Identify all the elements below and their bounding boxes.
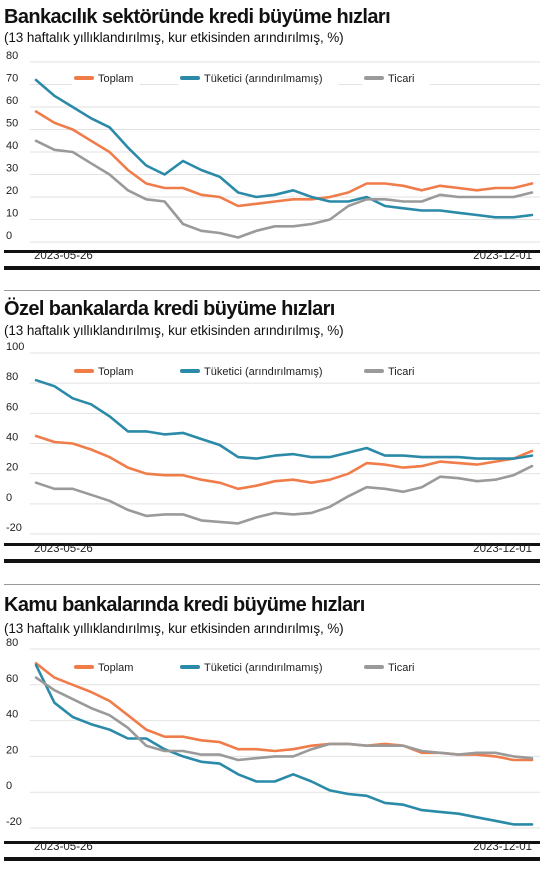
legend-label: Ticari (388, 366, 414, 378)
line-chart: -20 0 20 40 60 80 Toplam Tüketici (arındırılmam… (4, 584, 540, 861)
chart-subtitle: (13 haftalık yıllıklandırılmış, kur etki… (4, 323, 344, 338)
x-start-label: 2023-05-26 (34, 543, 93, 555)
axis-rule-bottom (4, 266, 540, 270)
series-line (34, 139, 534, 239)
x-start-label: 2023-05-26 (34, 841, 93, 853)
legend-label: Ticari (388, 73, 414, 85)
y-tick-label: 60 (6, 673, 18, 685)
y-tick-label: 80 (6, 371, 18, 383)
legend-background (178, 363, 338, 378)
y-tick-label: 20 (6, 462, 18, 474)
x-end-label: 2023-12-01 (473, 841, 532, 853)
chart-panel-2: Özel bankalarda kredi büyüme hızları (13… (0, 290, 545, 575)
series-line (34, 110, 534, 208)
series-line (34, 434, 534, 491)
x-end-label: 2023-12-01 (473, 250, 532, 262)
y-tick-label: 60 (6, 401, 18, 413)
axis-rule-bottom (4, 857, 540, 861)
chart-title: Kamu bankalarında kredi büyüme hızları (4, 594, 365, 616)
y-tick-label: 40 (6, 140, 18, 152)
y-tick-label: 80 (6, 637, 18, 649)
legend-label: Tüketici (arındırılmamış) (204, 662, 323, 674)
y-tick-label: 60 (6, 95, 18, 107)
y-tick-label: 100 (6, 341, 24, 353)
line-chart: -20 0 20 40 60 80 100 Toplam Tüketici (arındırıl… (4, 290, 540, 563)
chart-panel-3: Kamu bankalarında kredi büyüme hızları (… (0, 584, 545, 870)
legend-background (72, 363, 140, 378)
series-line (34, 662, 534, 762)
series-line (34, 78, 534, 219)
y-tick-label: 0 (6, 780, 12, 792)
axis-rule-bottom (4, 559, 540, 563)
series-line (34, 676, 534, 762)
chart-subtitle: (13 haftalık yıllıklandırılmış, kur etki… (4, 30, 344, 45)
legend-background (178, 70, 338, 85)
y-tick-label: 0 (6, 230, 12, 242)
y-tick-label: -20 (6, 522, 22, 534)
y-tick-label: 20 (6, 185, 18, 197)
chart-title: Özel bankalarda kredi büyüme hızları (4, 298, 335, 320)
y-tick-label: -20 (6, 816, 22, 828)
x-start-label: 2023-05-26 (34, 250, 93, 262)
legend-label: Ticari (388, 662, 414, 674)
axis-rule-top (4, 841, 540, 844)
series-line (34, 464, 534, 525)
legend-background (72, 659, 140, 674)
y-tick-label: 20 (6, 744, 18, 756)
legend-label: Toplam (98, 662, 133, 674)
legend-background (362, 363, 430, 378)
legend-background (72, 70, 140, 85)
legend-label: Tüketici (arındırılmamış) (204, 73, 323, 85)
series-line (34, 378, 534, 460)
y-tick-label: 30 (6, 163, 18, 175)
axis-rule-top (4, 543, 540, 546)
chart-panel-1: Bankacılık sektöründe kredi büyüme hızla… (0, 0, 545, 285)
chart-subtitle: (13 haftalık yıllıklandırılmış, kur etki… (4, 621, 344, 636)
y-tick-label: 10 (6, 208, 18, 220)
legend-background (362, 70, 430, 85)
legend-background (178, 659, 338, 674)
chart-title: Bankacılık sektöründe kredi büyüme hızla… (4, 6, 391, 28)
y-tick-label: 80 (6, 50, 18, 62)
legend-background (362, 659, 430, 674)
y-tick-label: 0 (6, 492, 12, 504)
legend-label: Toplam (98, 73, 133, 85)
y-tick-label: 40 (6, 432, 18, 444)
legend-label: Toplam (98, 366, 133, 378)
x-end-label: 2023-12-01 (473, 543, 532, 555)
y-tick-label: 70 (6, 73, 18, 85)
series-line (34, 663, 534, 826)
y-tick-label: 50 (6, 118, 18, 130)
y-tick-label: 40 (6, 709, 18, 721)
axis-rule-top (4, 250, 540, 253)
line-chart: 0 10 20 30 40 50 60 70 80 Toplam Tüketici (arındır… (4, 50, 540, 270)
legend-label: Tüketici (arındırılmamış) (204, 366, 323, 378)
